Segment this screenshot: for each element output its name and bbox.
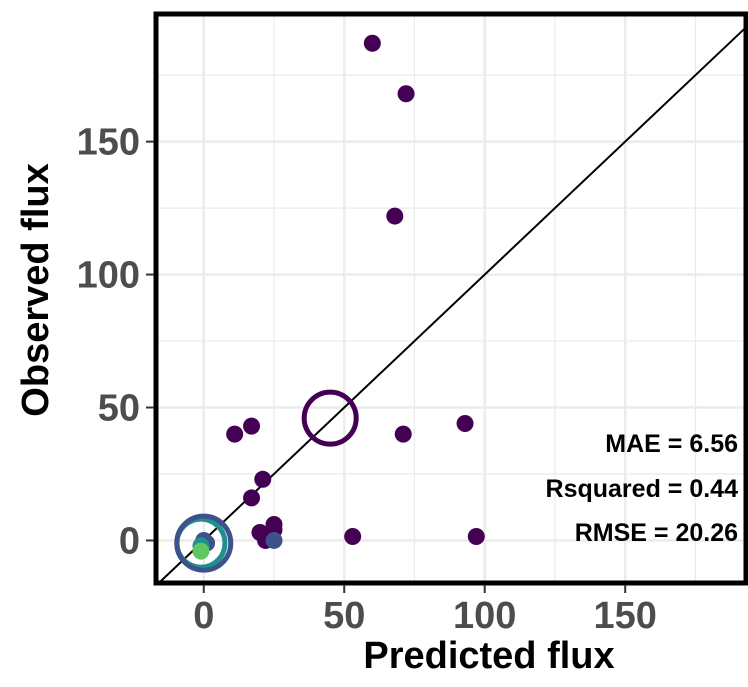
y-tick-label: 150 — [77, 122, 140, 164]
plot-panel-border — [153, 11, 748, 586]
data-point — [265, 531, 283, 549]
y-tick-label: 100 — [77, 255, 140, 297]
data-point — [243, 417, 261, 435]
x-tick-label: 0 — [193, 595, 214, 637]
open-circle-marker — [301, 389, 359, 447]
data-point — [226, 425, 244, 443]
point-layer — [192, 34, 485, 560]
mae-annotation: MAE = 6.56 — [605, 430, 738, 458]
data-point — [363, 34, 381, 52]
data-point — [243, 489, 261, 507]
open-circle-layer — [174, 389, 359, 573]
data-point — [394, 425, 412, 443]
rsquared-annotation: Rsquared = 0.44 — [546, 475, 739, 503]
y-axis-title: Observed flux — [15, 163, 57, 416]
open-circle-marker — [174, 513, 234, 573]
data-point — [344, 527, 362, 545]
identity-line — [158, 26, 747, 584]
data-point — [467, 527, 485, 545]
x-tick-label: 150 — [593, 595, 656, 637]
y-tick-label: 0 — [119, 520, 140, 562]
y-tick-label: 50 — [98, 388, 140, 430]
x-axis-title: Predicted flux — [363, 635, 614, 677]
reference-line-layer — [158, 26, 747, 584]
data-point — [192, 542, 210, 560]
data-point — [397, 85, 415, 103]
data-point — [456, 414, 474, 432]
x-tick-label: 100 — [453, 595, 516, 637]
data-point — [386, 207, 404, 225]
tick-layer — [146, 140, 627, 593]
grid-layer — [156, 14, 746, 583]
rmse-annotation: RMSE = 20.26 — [575, 519, 738, 547]
tick-label-layer: 0 50 100 150 0 50 100 150 — [77, 122, 657, 637]
data-point — [254, 470, 272, 488]
x-tick-label: 50 — [323, 595, 365, 637]
